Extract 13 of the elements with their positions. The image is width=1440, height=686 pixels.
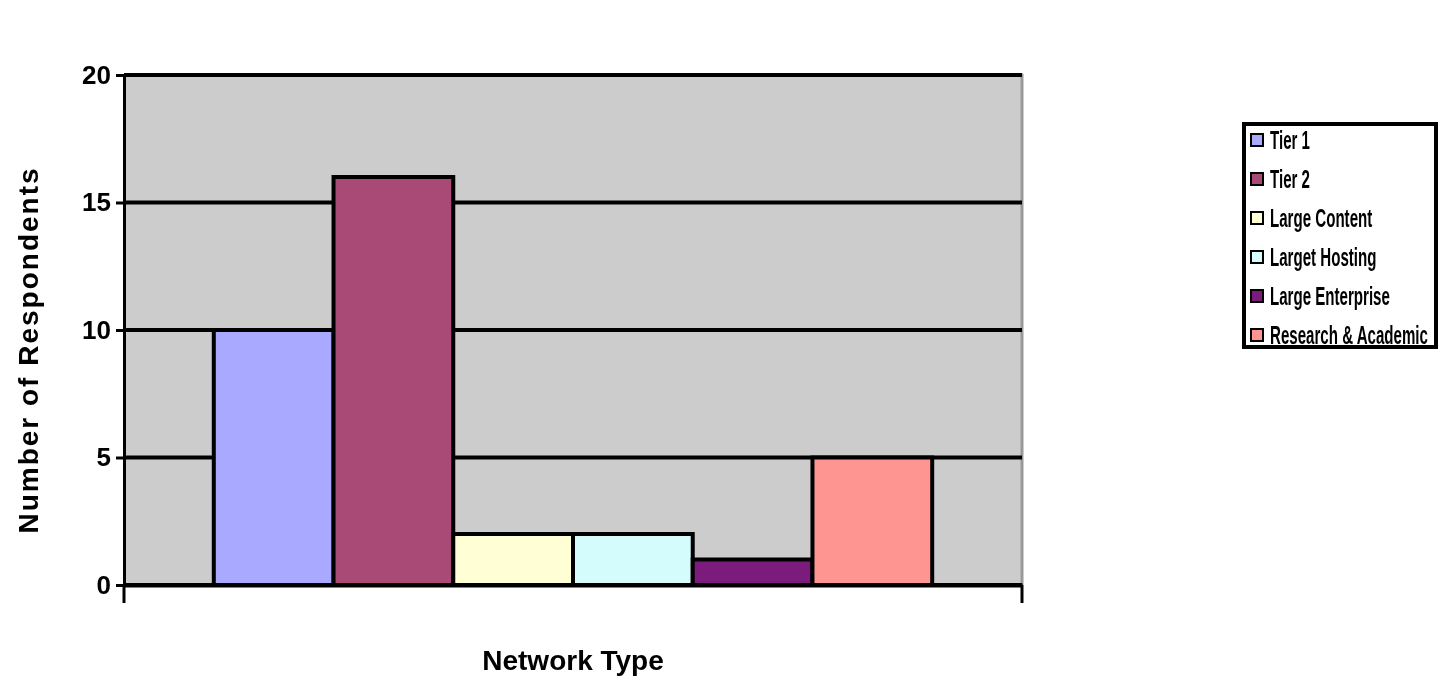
y-tick-label: 20	[82, 59, 111, 90]
x-axis-title: Network Type	[482, 645, 664, 676]
legend-label: Large Enterprise	[1270, 281, 1391, 312]
y-tick-label: 5	[96, 442, 111, 473]
legend-label: Larget Hosting	[1270, 242, 1377, 273]
y-tick-label: 15	[82, 187, 111, 218]
legend-label: Research & Academic	[1270, 320, 1429, 351]
y-tick-label: 10	[82, 314, 111, 345]
y-axis-title: Number of Respondents	[13, 166, 44, 534]
y-tick-label: 0	[96, 569, 111, 600]
legend-label: Tier 1	[1270, 125, 1311, 156]
legend-label: Tier 2	[1270, 164, 1310, 195]
legend-label: Large Content	[1270, 203, 1373, 234]
